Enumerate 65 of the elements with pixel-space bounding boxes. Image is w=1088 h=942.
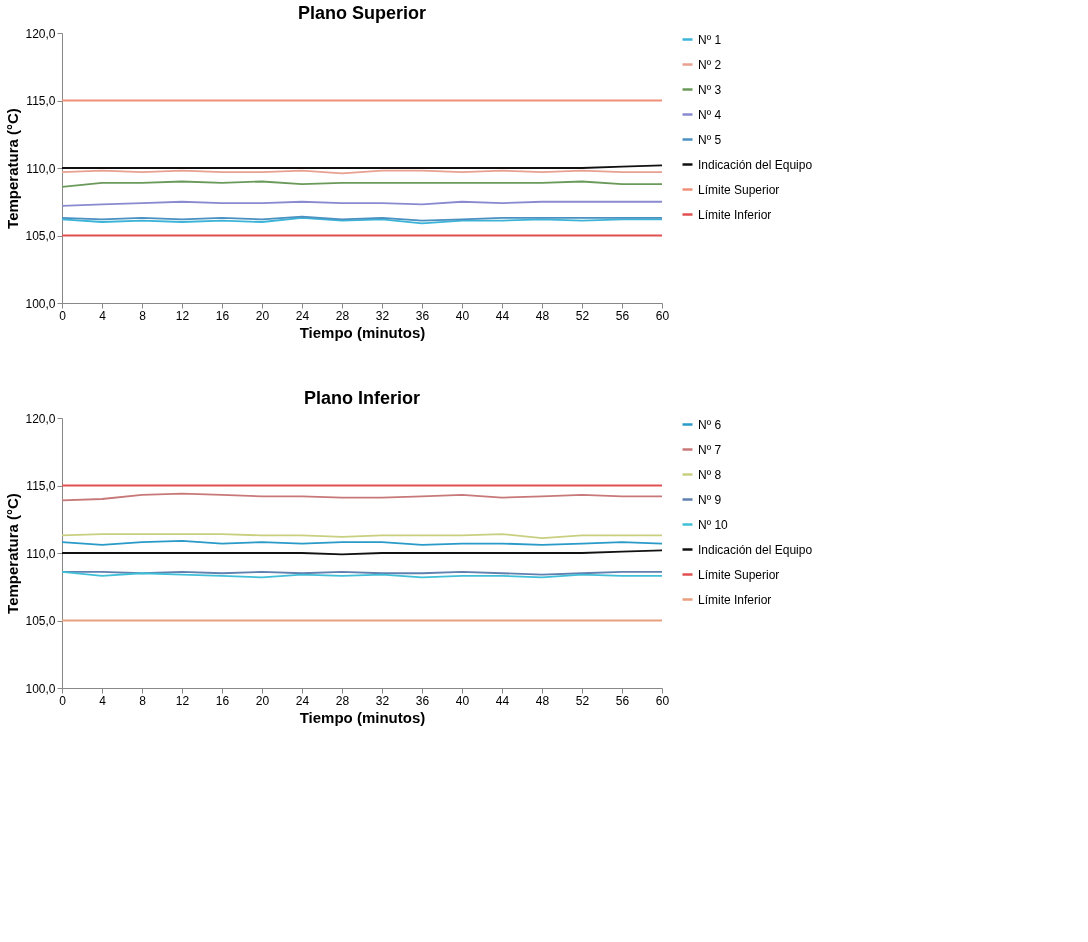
x-tick-label: 12 [175, 308, 190, 323]
x-tick-label: 40 [455, 693, 470, 708]
y-axis-title: Temperatura (°C) [4, 493, 22, 614]
x-tick-label: 60 [655, 693, 670, 708]
x-tick-label: 48 [535, 308, 550, 323]
y-tick-label: 120,0 [25, 26, 56, 41]
x-tick-label: 28 [335, 308, 350, 323]
x-tick-label: 12 [175, 693, 190, 708]
x-tick-label: 52 [575, 693, 590, 708]
x-tick-label: 4 [99, 308, 107, 323]
y-axis-title: Temperatura (°C) [4, 108, 22, 229]
x-tick-label: 56 [615, 308, 630, 323]
legend-label: Nº 2 [698, 57, 722, 72]
legend-label: Nº 10 [698, 517, 729, 532]
legend-label: Límite Superior [698, 182, 780, 197]
x-tick-label: 24 [295, 308, 310, 323]
x-tick-label: 52 [575, 308, 590, 323]
x-tick-label: 60 [655, 308, 670, 323]
x-tick-label: 36 [415, 308, 430, 323]
x-tick-label: 8 [139, 308, 147, 323]
y-tick-label: 105,0 [25, 614, 56, 628]
legend-label: Nº 4 [698, 107, 722, 122]
legend-label: Nº 6 [698, 417, 722, 432]
y-tick-label: 120,0 [25, 411, 56, 426]
x-tick-label: 16 [215, 693, 230, 708]
x-tick-label: 32 [375, 308, 390, 323]
x-tick-label: 0 [59, 693, 67, 708]
y-tick-label: 100,0 [25, 681, 56, 696]
legend-label: Nº 8 [698, 467, 722, 482]
x-tick-label: 20 [255, 308, 270, 323]
legend-label: Límite Superior [698, 567, 780, 582]
y-tick-label: 100,0 [25, 296, 56, 311]
y-tick-label: 110,0 [26, 546, 56, 561]
legend-label: Indicación del Equipo [698, 542, 813, 557]
legend-label: Límite Inferior [698, 207, 772, 222]
x-tick-label: 20 [255, 693, 270, 708]
line-series [61, 492, 663, 502]
y-tick-label: 115,0 [26, 94, 56, 108]
legend-label: Indicación del Equipo [698, 157, 813, 172]
chart-title: Plano Inferior [303, 388, 421, 408]
legend-label: Nº 9 [698, 492, 722, 507]
legend-label: Nº 3 [698, 82, 722, 97]
x-tick-label: 44 [495, 693, 510, 708]
y-tick-label: 110,0 [26, 161, 56, 176]
legend-label: Nº 7 [698, 442, 722, 457]
legend-label: Nº 1 [698, 32, 722, 47]
y-tick-label: 115,0 [26, 479, 56, 493]
x-tick-label: 56 [615, 693, 630, 708]
x-tick-label: 36 [415, 693, 430, 708]
x-tick-label: 24 [295, 693, 310, 708]
x-tick-label: 0 [59, 308, 67, 323]
legend-label: Nº 5 [698, 132, 722, 147]
x-tick-label: 40 [455, 308, 470, 323]
x-tick-label: 28 [335, 693, 350, 708]
legend-label: Límite Inferior [698, 592, 772, 607]
x-tick-label: 32 [375, 693, 390, 708]
x-tick-label: 4 [99, 693, 107, 708]
chart-title: Plano Superior [297, 3, 427, 23]
x-tick-label: 48 [535, 693, 550, 708]
x-axis-title: Tiempo (minutos) [299, 708, 426, 726]
x-tick-label: 16 [215, 308, 230, 323]
x-tick-label: 8 [139, 693, 147, 708]
x-axis-title: Tiempo (minutos) [299, 323, 426, 341]
x-tick-label: 44 [495, 308, 510, 323]
y-tick-label: 105,0 [25, 229, 56, 243]
